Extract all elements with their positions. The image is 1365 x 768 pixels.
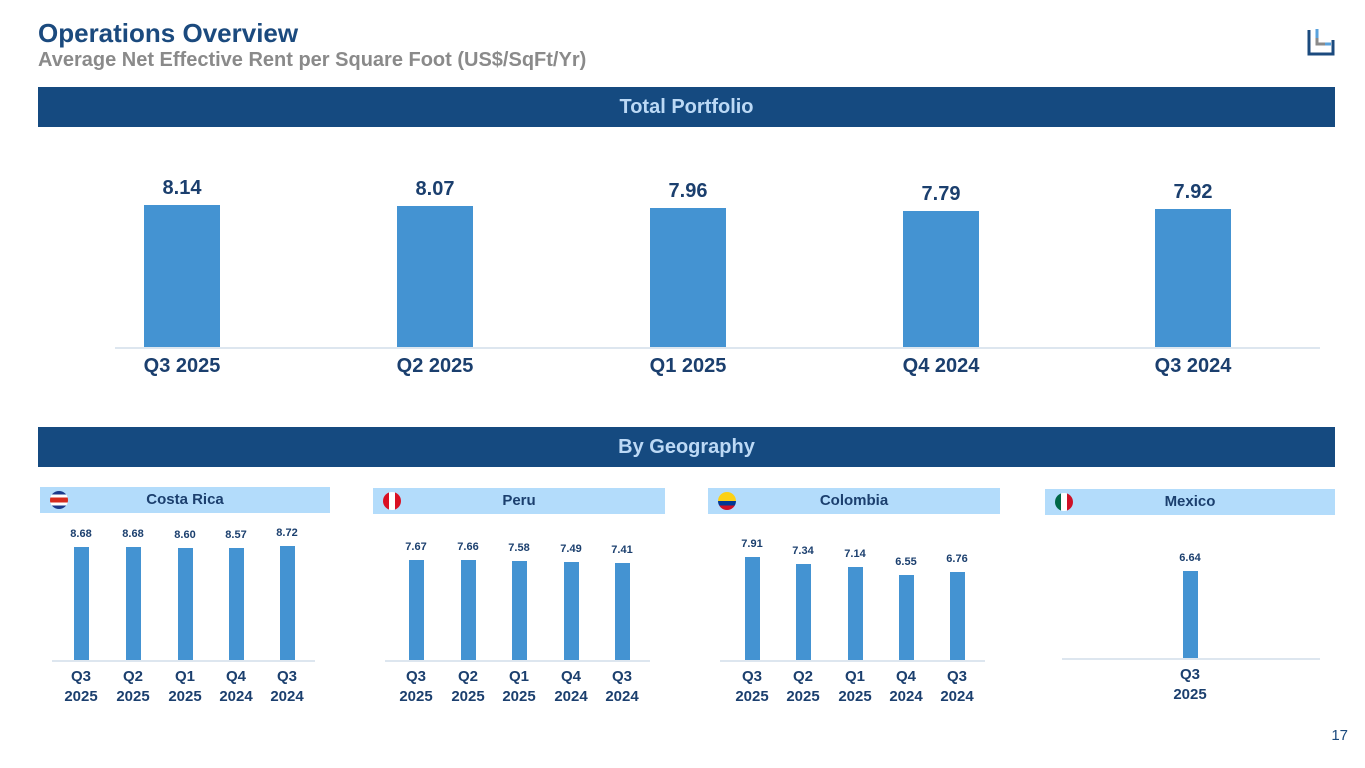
colombia-title: Colombia — [819, 492, 889, 509]
total-bar — [1155, 208, 1231, 347]
costa-rica-bar — [279, 546, 295, 660]
colombia-bar — [795, 564, 811, 660]
mexico-bar — [1182, 571, 1198, 658]
peru-category-label: Q3 2024 — [605, 668, 639, 705]
costa-rica-value-label: 8.68 — [122, 527, 144, 540]
colombia-bar — [744, 556, 760, 660]
peru-x-axis — [385, 660, 650, 662]
total-category-label: Q3 2024 — [1154, 355, 1232, 377]
peru-bar — [614, 563, 630, 660]
total-value-label: 7.96 — [668, 180, 708, 203]
mexico-value-label: 6.64 — [1179, 552, 1201, 565]
total-category-label: Q3 2025 — [143, 355, 221, 377]
costa-rica-value-label: 8.68 — [70, 527, 92, 540]
costa-rica-category-label: Q3 2025 — [64, 668, 98, 705]
costa-rica-category-label: Q4 2024 — [219, 668, 253, 705]
peru-bar — [511, 561, 527, 660]
peru-bar — [460, 560, 476, 660]
total-portfolio-banner: Total Portfolio — [38, 87, 1335, 127]
costa-rica-value-label: 8.60 — [174, 528, 196, 541]
peru-value-label: 7.58 — [508, 542, 530, 555]
costa-rica-bar — [228, 548, 244, 660]
total-category-label: Q2 2025 — [396, 355, 474, 377]
total-value-label: 8.14 — [162, 176, 202, 199]
total-x-axis — [115, 347, 1320, 349]
colombia-flag-icon — [718, 492, 736, 510]
total-bar — [903, 211, 979, 347]
colombia-value-label: 7.14 — [844, 547, 866, 560]
peru-value-label: 7.67 — [405, 540, 427, 553]
colombia-category-label: Q2 2025 — [786, 668, 820, 705]
colombia-value-label: 6.76 — [946, 552, 968, 565]
colombia-header: Colombia — [708, 488, 1000, 514]
peru-category-label: Q4 2024 — [554, 668, 588, 705]
peru-value-label: 7.49 — [560, 543, 582, 556]
total-category-label: Q4 2024 — [902, 355, 980, 377]
total-bar — [397, 206, 473, 347]
colombia-value-label: 7.91 — [741, 537, 763, 550]
peru-category-label: Q3 2025 — [399, 668, 433, 705]
colombia-category-label: Q3 2024 — [940, 668, 974, 705]
costa-rica-flag-icon — [50, 491, 68, 509]
costa-rica-category-label: Q1 2025 — [168, 668, 202, 705]
colombia-bar — [949, 571, 965, 660]
costa-rica-header: Costa Rica — [40, 487, 330, 513]
costa-rica-category-label: Q3 2024 — [270, 668, 304, 705]
costa-rica-title: Costa Rica — [146, 491, 224, 508]
page-number: 17 — [1331, 727, 1348, 744]
logo-icon — [1305, 26, 1337, 58]
colombia-category-label: Q3 2025 — [735, 668, 769, 705]
total-bar — [650, 208, 726, 347]
colombia-bar — [847, 566, 863, 660]
peru-title: Peru — [502, 492, 536, 509]
costa-rica-x-axis — [52, 660, 315, 662]
colombia-category-label: Q4 2024 — [889, 668, 923, 705]
costa-rica-category-label: Q2 2025 — [116, 668, 150, 705]
mexico-category-label: Q3 2025 — [1173, 666, 1207, 703]
peru-value-label: 7.41 — [611, 544, 633, 557]
colombia-category-label: Q1 2025 — [838, 668, 872, 705]
mexico-flag-icon — [1055, 493, 1073, 511]
total-value-label: 7.79 — [921, 183, 961, 206]
mexico-header: Mexico — [1045, 489, 1335, 515]
mexico-title: Mexico — [1164, 493, 1216, 510]
costa-rica-value-label: 8.72 — [276, 527, 298, 540]
peru-bar — [563, 562, 579, 660]
total-value-label: 7.92 — [1173, 180, 1213, 203]
peru-flag-icon — [383, 492, 401, 510]
colombia-value-label: 7.34 — [792, 545, 814, 558]
colombia-bar — [898, 574, 914, 660]
colombia-value-label: 6.55 — [895, 555, 917, 568]
peru-header: Peru — [373, 488, 665, 514]
total-category-label: Q1 2025 — [649, 355, 727, 377]
mexico-x-axis — [1062, 658, 1320, 660]
total-value-label: 8.07 — [415, 178, 455, 201]
page-title: Operations Overview — [38, 18, 299, 48]
costa-rica-bar — [125, 546, 141, 660]
by-geography-banner: By Geography — [38, 427, 1335, 467]
colombia-x-axis — [720, 660, 985, 662]
peru-bar — [408, 559, 424, 660]
total-bar — [144, 204, 220, 347]
costa-rica-bar — [177, 547, 193, 660]
costa-rica-bar — [73, 546, 89, 660]
page-subtitle: Average Net Effective Rent per Square Fo… — [38, 49, 587, 71]
costa-rica-value-label: 8.57 — [225, 529, 247, 542]
peru-value-label: 7.66 — [457, 541, 479, 554]
peru-category-label: Q1 2025 — [502, 668, 536, 705]
peru-category-label: Q2 2025 — [451, 668, 485, 705]
